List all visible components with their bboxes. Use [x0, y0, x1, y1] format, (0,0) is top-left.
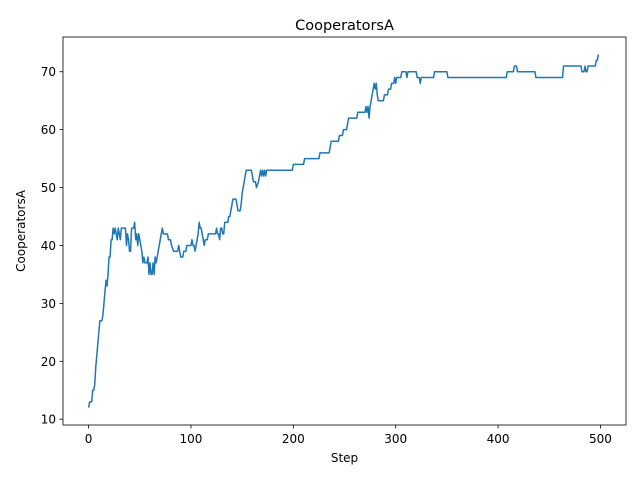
- x-tick-label: 200: [282, 432, 305, 446]
- y-tick-label: 30: [41, 297, 56, 311]
- x-tick-label: 500: [589, 432, 612, 446]
- y-tick-label: 40: [41, 239, 56, 253]
- y-tick-label: 50: [41, 181, 56, 195]
- y-axis-label: CooperatorsA: [14, 189, 28, 272]
- x-tick-label: 400: [487, 432, 510, 446]
- y-tick-label: 10: [41, 413, 56, 427]
- y-tick-label: 20: [41, 355, 56, 369]
- ticks-layer: 0 100 200 300 400 500 10 20 30 40 50 60 70: [41, 65, 612, 446]
- plot-layer: [87, 54, 600, 408]
- x-tick-label: 100: [180, 432, 203, 446]
- y-tick-label: 70: [41, 65, 56, 79]
- x-tick-label: 300: [384, 432, 407, 446]
- series-line-0: [87, 54, 600, 408]
- x-axis-label: Step: [331, 451, 358, 465]
- chart-title: CooperatorsA: [295, 18, 394, 34]
- x-tick-label: 0: [85, 432, 93, 446]
- axes-frame: [62, 36, 627, 426]
- y-tick-label: 60: [41, 123, 56, 137]
